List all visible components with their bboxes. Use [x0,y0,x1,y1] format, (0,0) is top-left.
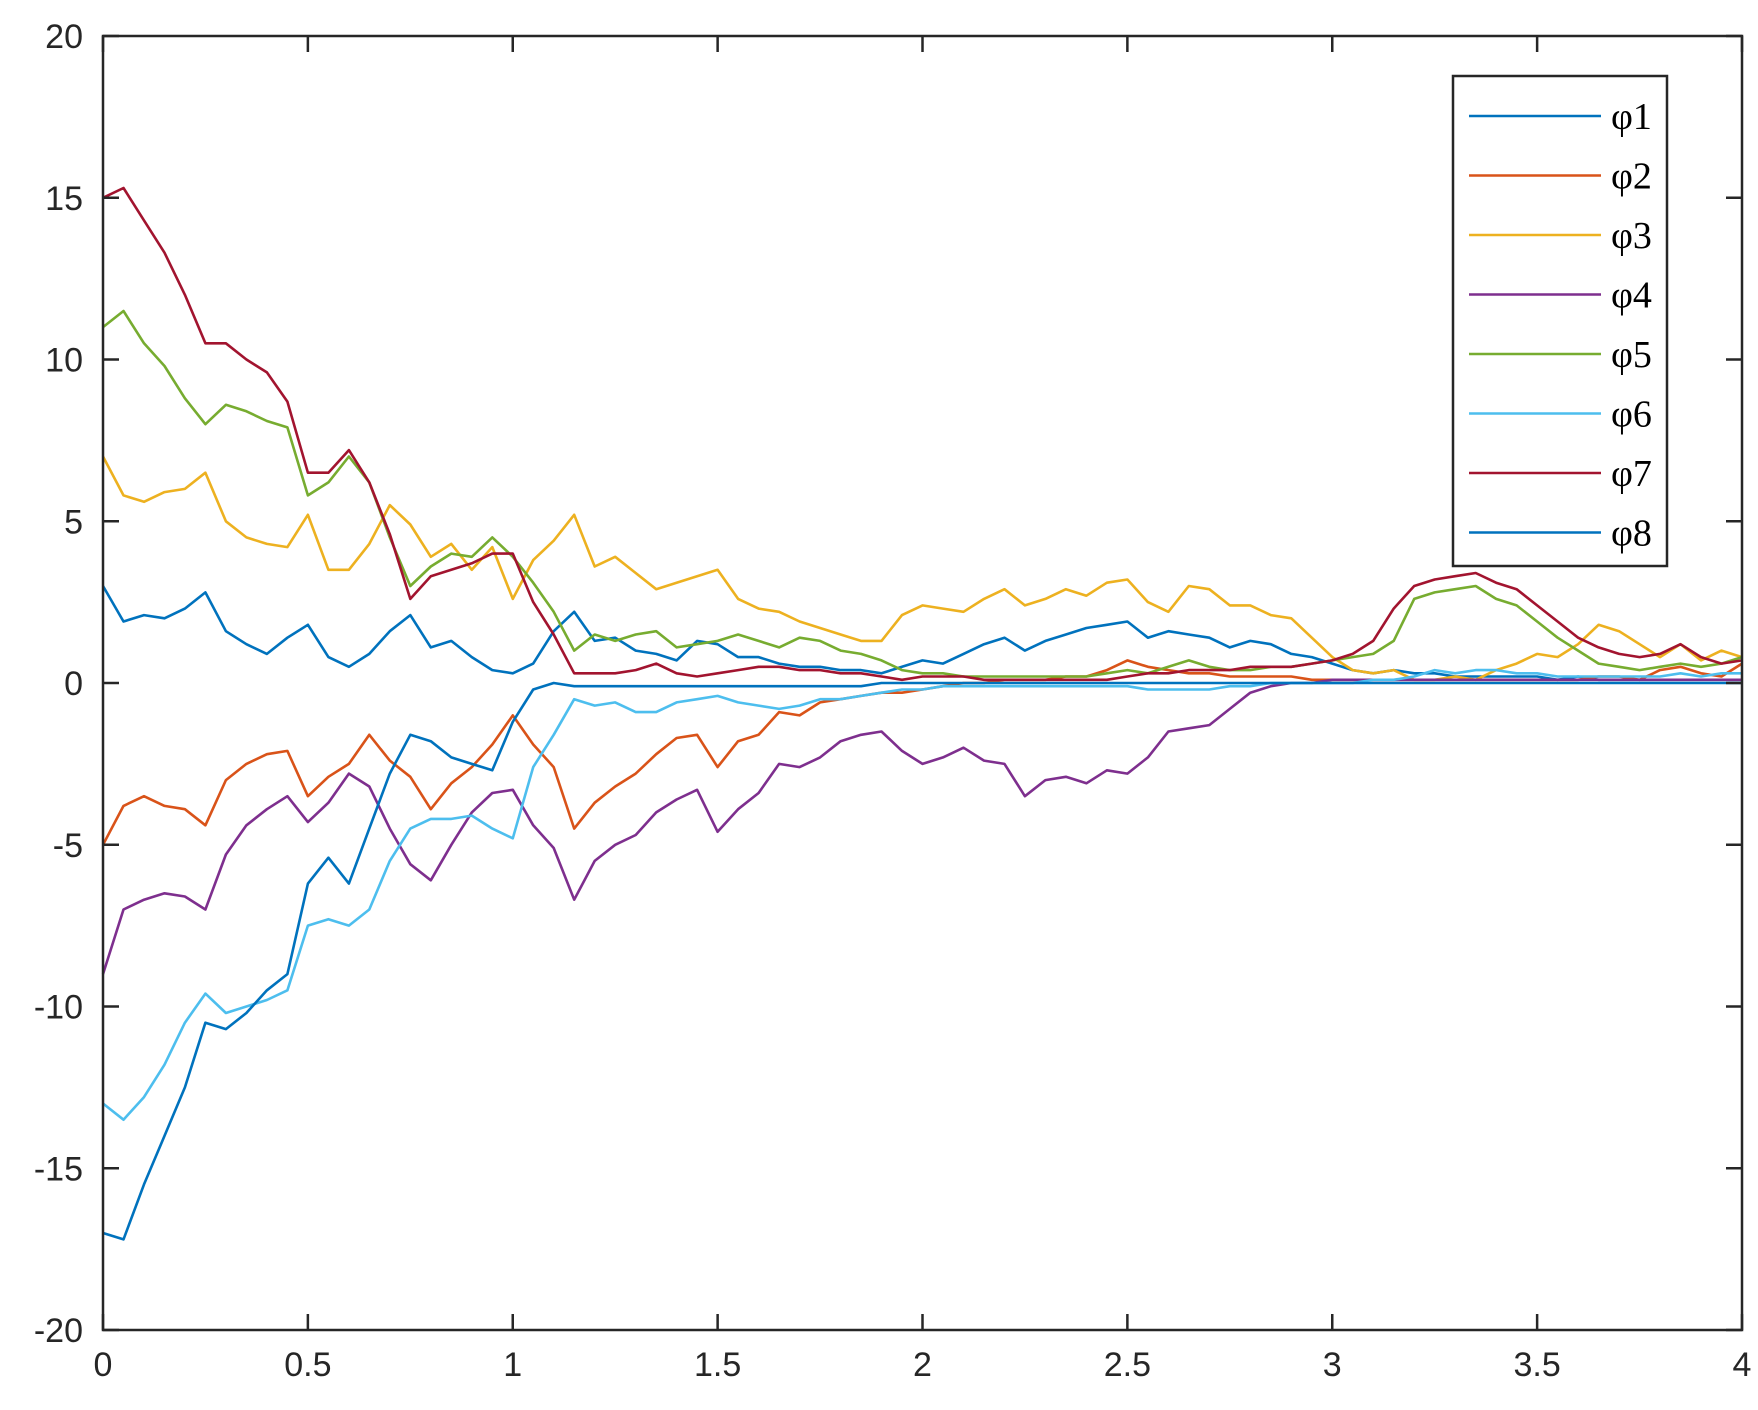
legend-label-phi6: φ6 [1611,394,1652,436]
y-tick-label: 10 [45,342,83,380]
ticks-layer: 0 0.5 1 1.5 2 2.5 3 3.5 4 -20 -15 -10 -5 0 5 10 15 20 [34,18,1752,1384]
x-tick-label: 3 [1323,1346,1342,1384]
y-tick-label: 20 [45,18,83,56]
series-line-phi4 [101,678,1742,975]
x-tick-label: 1 [503,1346,522,1384]
legend-label-phi3: φ3 [1611,215,1652,257]
y-tick-label: -15 [34,1150,83,1188]
legend-box [1451,74,1669,568]
y-tick-label: -10 [34,989,83,1027]
legend-label-phi2: φ2 [1611,156,1652,198]
legend-label-phi8: φ8 [1611,513,1652,555]
series-line-phi1 [101,585,1742,682]
x-tick-label: 2.5 [1104,1346,1151,1384]
series-line-phi8 [102,681,1742,1241]
legend-label-phi5: φ5 [1611,334,1652,376]
x-tick-label: 0.5 [284,1346,331,1384]
y-tick-label: -5 [53,827,83,865]
y-tick-label: 0 [64,665,83,703]
y-tick-label: -20 [34,1312,83,1350]
x-tick-label: 4 [1733,1346,1752,1384]
series-layer [101,186,1743,1241]
x-tick-label: 1.5 [694,1346,741,1384]
series-line-phi7 [102,186,1743,682]
y-tick-label: 15 [45,180,83,218]
legend-label-phi7: φ7 [1611,453,1652,495]
x-tick-label: 0 [94,1346,113,1384]
legend-label-phi4: φ4 [1611,275,1652,317]
legend: φ1 φ2 φ3 φ4 φ5 φ6 φ7 φ8 [1451,74,1669,568]
x-tick-label: 2 [913,1346,932,1384]
series-line-phi6 [102,668,1742,1121]
x-tick-label: 3.5 [1513,1346,1560,1384]
y-tick-label: 5 [64,503,83,541]
legend-label-phi1: φ1 [1611,96,1652,138]
